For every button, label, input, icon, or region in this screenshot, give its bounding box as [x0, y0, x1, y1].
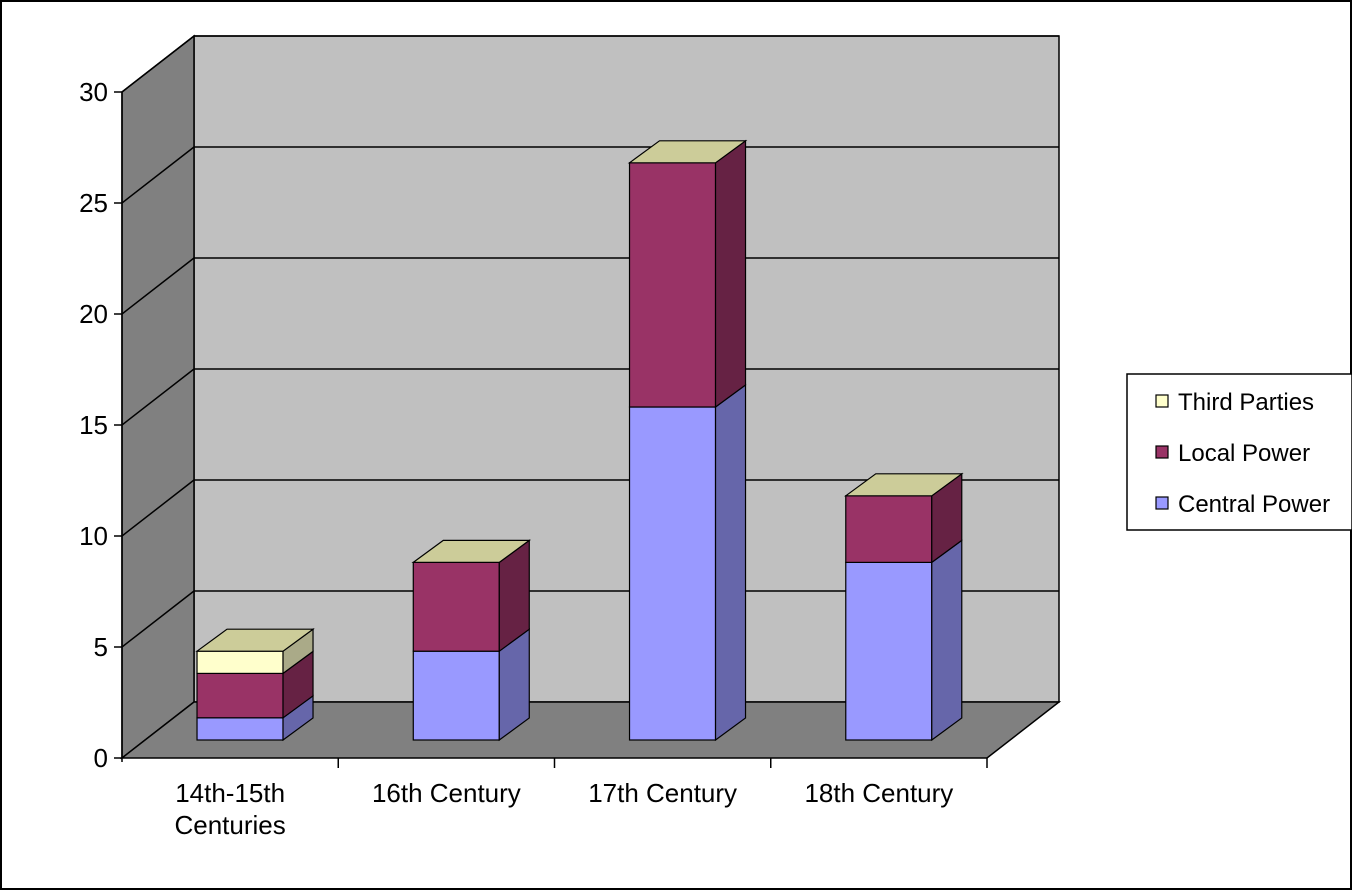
bar-side-2-0 — [714, 383, 747, 742]
x-tick-label-3: 18th Century — [804, 778, 953, 808]
x-tick-label-2: 17th Century — [588, 778, 737, 808]
legend-label-1: Local Power — [1178, 440, 1310, 467]
gridline-side-5 — [121, 590, 195, 648]
bar-0-1 — [196, 672, 284, 719]
bar-group-0 — [195, 628, 315, 742]
y-tick-label-15: 15 — [79, 410, 108, 440]
x-tick-label-1: 16th Century — [372, 778, 521, 808]
x-tick-label-0: 14th-15th Centuries — [174, 778, 285, 840]
legend-swatch-0 — [1155, 394, 1169, 408]
bar-side-3-0 — [931, 539, 963, 742]
x-tick-label-line: Centuries — [174, 810, 285, 840]
gridline-side-15 — [121, 368, 195, 426]
x-tick-label-line: 18th Century — [804, 778, 953, 808]
bar-group-2 — [627, 139, 748, 742]
bar-group-1 — [411, 539, 532, 742]
gridline-side-10 — [121, 479, 195, 537]
bar-3-0 — [845, 561, 933, 741]
y-tick-label-30: 30 — [79, 77, 108, 107]
bar-top-0 — [195, 628, 315, 652]
gridline-side-25 — [121, 146, 195, 204]
y-tick-label-20: 20 — [79, 299, 108, 329]
bar-1-1 — [412, 561, 500, 652]
axes: 14th-15th Centuries 16th Century 17th Centu… — [79, 77, 988, 840]
y-tick-label-0: 0 — [94, 743, 108, 773]
legend-label-0: Third Parties — [1178, 389, 1314, 416]
floor — [119, 701, 1062, 759]
bar-1-0 — [412, 650, 500, 741]
gridline-side-30 — [121, 35, 195, 93]
x-tick-label-line: 16th Century — [372, 778, 521, 808]
bar-2-0 — [628, 406, 717, 741]
bar-top-3 — [843, 473, 964, 497]
bar-3-1 — [845, 495, 933, 563]
gridline-side-20 — [121, 257, 195, 315]
legend-label-2: Central Power — [1178, 491, 1330, 518]
bar-0-2 — [196, 650, 284, 675]
bar-top-1 — [411, 539, 532, 564]
legend-swatch-2 — [1155, 496, 1169, 510]
legend: Third Parties Local Power Central Power — [1126, 373, 1352, 531]
legend-swatch-1 — [1155, 445, 1169, 459]
bar-top-2 — [627, 140, 748, 164]
bar-2-1 — [628, 162, 717, 408]
x-tick-label-line: 17th Century — [588, 778, 737, 808]
x-tick-label-line: 14th-15th — [175, 778, 285, 808]
bar-group-3 — [843, 472, 964, 742]
bars — [195, 139, 964, 742]
bar-0-0 — [196, 717, 284, 741]
bar-side-2-1 — [714, 139, 747, 409]
y-tick-label-10: 10 — [79, 521, 108, 551]
y-tick-label-5: 5 — [94, 632, 108, 662]
y-tick-label-25: 25 — [79, 188, 108, 218]
